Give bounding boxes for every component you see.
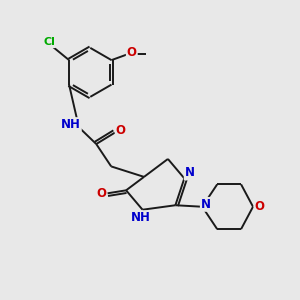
Text: O: O [96, 188, 106, 200]
Text: N: N [201, 198, 211, 211]
Text: NH: NH [131, 211, 151, 224]
Text: O: O [255, 200, 265, 213]
Text: O: O [127, 46, 137, 59]
Text: NH: NH [61, 118, 81, 131]
Text: Cl: Cl [43, 37, 55, 47]
Text: O: O [116, 124, 126, 137]
Text: N: N [185, 167, 195, 179]
